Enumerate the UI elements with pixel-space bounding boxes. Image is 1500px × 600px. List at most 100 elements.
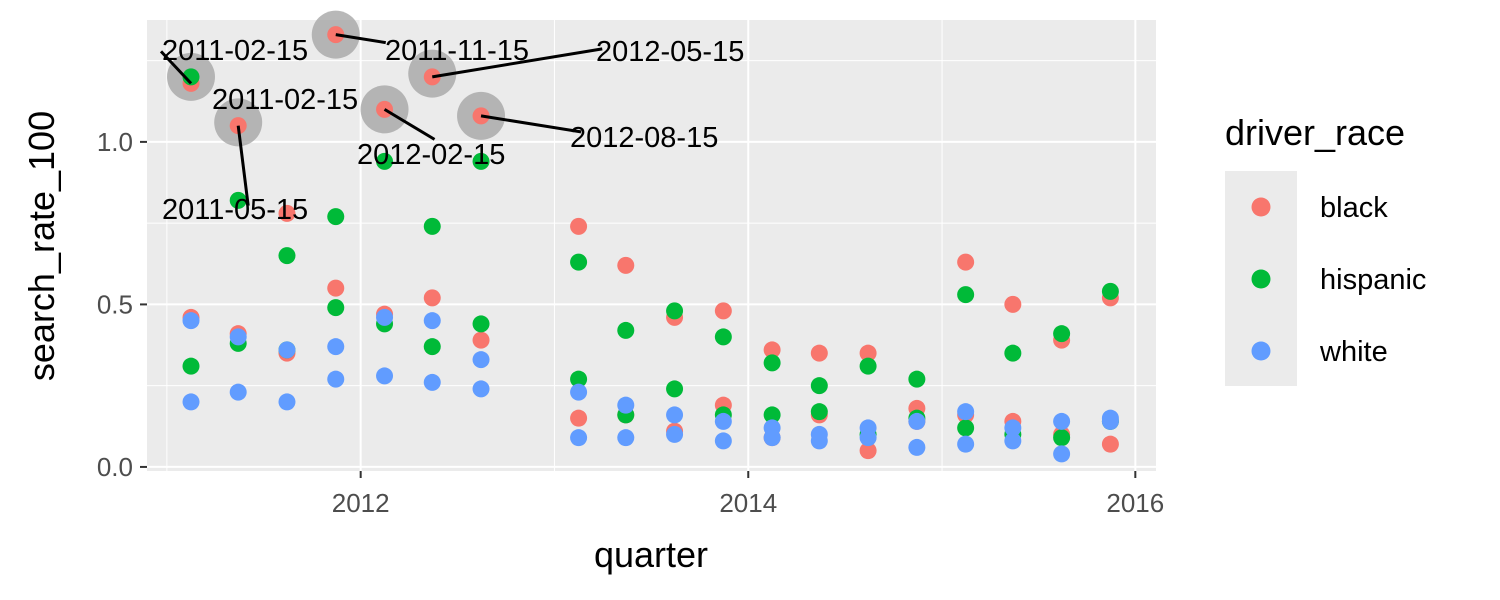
data-point-white xyxy=(859,429,877,447)
data-point-black xyxy=(957,253,975,271)
data-point-hispanic xyxy=(763,354,781,372)
data-point-black xyxy=(810,344,828,362)
data-point-hispanic xyxy=(957,419,975,437)
legend: driver_race black hispanic white xyxy=(1225,112,1426,386)
data-point-black xyxy=(327,279,345,297)
data-point-white xyxy=(423,373,441,391)
data-point-white xyxy=(472,351,490,369)
data-point-hispanic xyxy=(763,406,781,424)
annotation-label: 2012-08-15 xyxy=(570,122,718,154)
data-point-hispanic xyxy=(810,403,828,421)
legend-key-hispanic xyxy=(1251,269,1271,289)
data-point-white xyxy=(278,341,296,359)
data-point-white xyxy=(229,383,247,401)
annotation-leader xyxy=(480,114,582,134)
data-point-hispanic xyxy=(859,357,877,375)
data-point-hispanic xyxy=(327,208,345,226)
data-point-hispanic xyxy=(714,328,732,346)
annotation-label: 2011-11-15 xyxy=(385,35,529,67)
data-point-hispanic xyxy=(1053,429,1071,447)
grid xyxy=(147,20,1156,471)
data-point-hispanic xyxy=(423,217,441,235)
data-point-white xyxy=(182,312,200,330)
data-point-white xyxy=(278,393,296,411)
data-point-white xyxy=(714,432,732,450)
annotation-label: 2012-02-15 xyxy=(357,139,505,171)
data-point-white xyxy=(666,425,684,443)
data-point-black xyxy=(714,302,732,320)
data-point-hispanic xyxy=(278,247,296,265)
annotation-leader xyxy=(383,108,436,141)
data-point-white xyxy=(1004,419,1022,437)
data-point-white xyxy=(957,435,975,453)
annotation-leader xyxy=(432,47,603,79)
data-point-black xyxy=(859,442,877,460)
data-point-hispanic xyxy=(472,315,490,333)
data-point-white xyxy=(763,429,781,447)
data-point-hispanic xyxy=(1101,282,1119,300)
y-axis-title: search_rate_100 xyxy=(21,111,62,381)
annotation-label: 2012-05-15 xyxy=(596,36,744,68)
data-point-white xyxy=(229,328,247,346)
data-point-white xyxy=(570,383,588,401)
y-tick-label: 1.0 xyxy=(97,127,133,157)
data-point-white xyxy=(376,308,394,326)
legend-items: black hispanic white xyxy=(1251,192,1426,368)
data-point-white xyxy=(376,367,394,385)
data-point-white xyxy=(810,432,828,450)
panel-background xyxy=(147,20,1156,471)
x-axis-title: quarter xyxy=(594,534,708,575)
x-tick-label: 2012 xyxy=(332,488,390,518)
legend-label-black: black xyxy=(1320,192,1388,224)
annotation-label: 2011-05-15 xyxy=(162,194,308,226)
data-point-white xyxy=(472,380,490,398)
data-point-black xyxy=(570,217,588,235)
data-point-hispanic xyxy=(666,380,684,398)
data-point-hispanic xyxy=(376,152,394,170)
data-point-hispanic xyxy=(666,302,684,320)
x-tick-label: 2016 xyxy=(1106,488,1164,518)
data-point-white xyxy=(1053,412,1071,430)
data-point-hispanic xyxy=(570,370,588,388)
data-point-hispanic xyxy=(472,152,490,170)
y-tick-label: 0.0 xyxy=(97,452,133,482)
annotation-leader xyxy=(335,33,386,45)
annotation-label: 2011-02-15 xyxy=(212,84,358,116)
data-point-hispanic xyxy=(617,321,635,339)
data-point-white xyxy=(908,438,926,456)
data-point-white xyxy=(617,396,635,414)
data-point-black xyxy=(617,256,635,274)
data-point-white xyxy=(666,406,684,424)
data-point-white xyxy=(1004,432,1022,450)
data-point-white xyxy=(327,338,345,356)
data-point-black xyxy=(278,204,296,222)
data-points xyxy=(182,26,1119,463)
data-point-white xyxy=(1101,412,1119,430)
y-tick-label: 0.5 xyxy=(97,289,133,319)
data-point-hispanic xyxy=(423,338,441,356)
data-point-black xyxy=(763,341,781,359)
data-point-hispanic xyxy=(1053,325,1071,343)
data-point-black xyxy=(423,289,441,307)
annotations: 2011-02-15 2011-05-15 2011-11-15 2011-02-15… xyxy=(159,33,744,226)
data-point-white xyxy=(908,412,926,430)
data-point-hispanic xyxy=(957,286,975,304)
data-point-hispanic xyxy=(908,370,926,388)
legend-key-black xyxy=(1251,197,1271,217)
data-point-white xyxy=(327,370,345,388)
annotation-leader xyxy=(236,125,250,206)
data-point-white xyxy=(182,393,200,411)
data-point-white xyxy=(617,429,635,447)
axes: 2012 2014 2016 0.0 0.5 1.0 xyxy=(97,127,1164,518)
annotation-leader xyxy=(159,50,193,85)
data-point-black xyxy=(570,409,588,427)
legend-label-hispanic: hispanic xyxy=(1320,264,1426,296)
data-point-white xyxy=(423,312,441,330)
data-point-hispanic xyxy=(182,357,200,375)
data-point-hispanic xyxy=(182,68,200,86)
data-point-hispanic xyxy=(570,253,588,271)
data-point-white xyxy=(714,412,732,430)
legend-key-white xyxy=(1251,341,1271,361)
data-point-hispanic xyxy=(810,377,828,395)
data-point-hispanic xyxy=(327,299,345,317)
